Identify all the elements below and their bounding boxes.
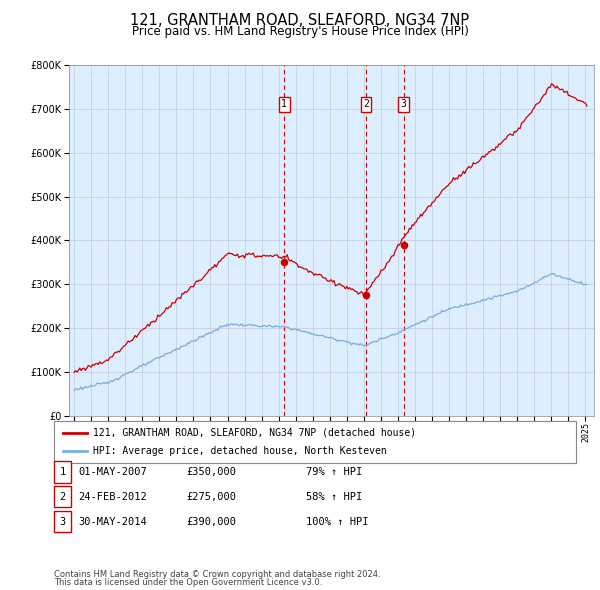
Text: This data is licensed under the Open Government Licence v3.0.: This data is licensed under the Open Gov…	[54, 578, 322, 587]
Text: HPI: Average price, detached house, North Kesteven: HPI: Average price, detached house, Nort…	[93, 446, 387, 456]
Point	[280, 258, 289, 267]
Text: 121, GRANTHAM ROAD, SLEAFORD, NG34 7NP: 121, GRANTHAM ROAD, SLEAFORD, NG34 7NP	[130, 13, 470, 28]
Text: 01-MAY-2007: 01-MAY-2007	[78, 467, 147, 477]
Point	[361, 290, 371, 300]
Text: £390,000: £390,000	[186, 517, 236, 526]
Text: 58% ↑ HPI: 58% ↑ HPI	[306, 492, 362, 502]
Text: 2: 2	[59, 492, 65, 502]
Text: 1: 1	[281, 99, 287, 109]
Text: Price paid vs. HM Land Registry's House Price Index (HPI): Price paid vs. HM Land Registry's House …	[131, 25, 469, 38]
Text: £275,000: £275,000	[186, 492, 236, 502]
Text: 121, GRANTHAM ROAD, SLEAFORD, NG34 7NP (detached house): 121, GRANTHAM ROAD, SLEAFORD, NG34 7NP (…	[93, 428, 416, 438]
Text: £350,000: £350,000	[186, 467, 236, 477]
Text: 30-MAY-2014: 30-MAY-2014	[78, 517, 147, 526]
Text: 24-FEB-2012: 24-FEB-2012	[78, 492, 147, 502]
Text: 3: 3	[401, 99, 407, 109]
Text: 79% ↑ HPI: 79% ↑ HPI	[306, 467, 362, 477]
Text: 3: 3	[59, 517, 65, 526]
Text: 2: 2	[363, 99, 369, 109]
Text: Contains HM Land Registry data © Crown copyright and database right 2024.: Contains HM Land Registry data © Crown c…	[54, 571, 380, 579]
Text: 100% ↑ HPI: 100% ↑ HPI	[306, 517, 368, 526]
Point	[399, 240, 409, 250]
Text: 1: 1	[59, 467, 65, 477]
